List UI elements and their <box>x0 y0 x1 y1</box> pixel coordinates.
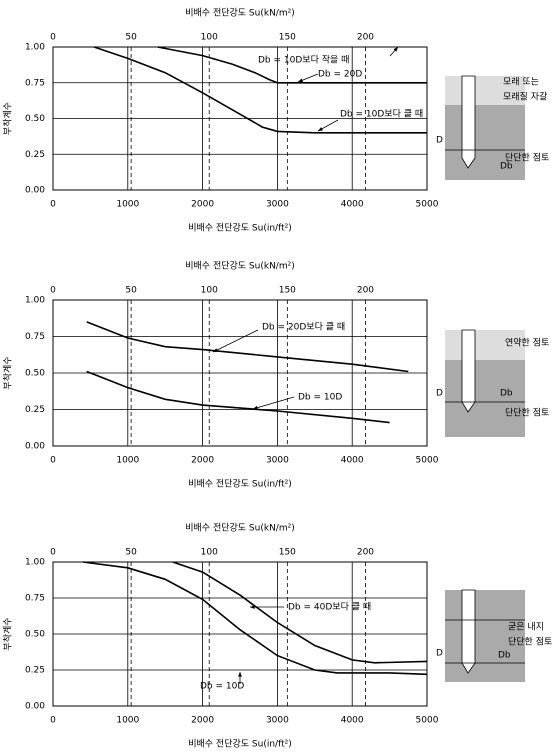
y-tick-label: 0.75 <box>25 594 45 604</box>
x-tick-label: 1000 <box>116 200 139 210</box>
diagram-label: D <box>436 389 443 399</box>
x2-tick-label: 0 <box>50 33 56 43</box>
x2-tick-label: 100 <box>201 286 218 296</box>
arrow-head <box>318 127 323 131</box>
leader-line <box>212 329 259 353</box>
x-axis-label: 비배수 전단강도 Su(in/ft²) <box>188 739 292 750</box>
x2-tick-label: 200 <box>357 548 374 558</box>
x2-tick-label: 0 <box>50 286 56 296</box>
diagram-1: 모래 또는 모래질 자갈 D Db 단단한 점토 <box>436 75 549 180</box>
x2-tick-label: 100 <box>201 33 218 43</box>
y-tick-label: 0.50 <box>25 369 45 379</box>
x2-tick-label: 200 <box>357 33 374 43</box>
x-tick-label: 1000 <box>116 716 139 726</box>
x-tick-label: 5000 <box>416 716 439 726</box>
y-tick-label: 0.75 <box>25 332 45 342</box>
diagram-label: 모래 또는 <box>503 77 539 88</box>
curve <box>86 370 390 424</box>
diagram-label: D <box>436 649 443 659</box>
arrow-head <box>250 605 255 609</box>
x2-tick-label: 200 <box>357 286 374 296</box>
y-tick-label: 0.25 <box>25 405 45 415</box>
y-axis-label: 부착계수 <box>2 617 14 650</box>
arrow-head <box>298 78 303 83</box>
curve <box>157 46 427 84</box>
diagram-2: 연약한 점토 D Db 단단한 점토 <box>436 329 549 437</box>
x-tick-label: 3000 <box>266 456 289 466</box>
diagram-label: Db <box>500 389 513 399</box>
x-axis-label: 비배수 전단강도 Su(in/ft²) <box>188 223 292 234</box>
diagram-label: 단단한 점토 <box>505 407 549 419</box>
diagram-label: 모래질 자갈 <box>503 91 547 103</box>
curve <box>82 561 428 676</box>
y-tick-label: 0.50 <box>25 630 45 640</box>
diagram-label: 단단한 점토 <box>508 636 552 648</box>
y-axis-label: 부착계수 <box>2 102 14 135</box>
arrow-head <box>393 47 398 52</box>
x-tick-label: 4000 <box>341 716 364 726</box>
y-tick-label: 0.00 <box>25 442 45 452</box>
diagram-label: Db <box>498 651 511 661</box>
x2-axis-label: 비배수 전단강도 Su(kN/m²) <box>185 8 294 19</box>
x2-tick-label: 50 <box>125 548 137 558</box>
annotation: Db = 10D보다 작을 때 <box>258 55 349 66</box>
y-tick-label: 0.00 <box>25 702 45 712</box>
x-tick-label: 2000 <box>191 716 214 726</box>
diagram-label: D <box>436 136 443 146</box>
x-tick-label: 4000 <box>341 200 364 210</box>
diagram-label: 연약한 점토 <box>505 337 549 349</box>
plot-frame <box>52 561 428 707</box>
x-tick-label: 1000 <box>116 456 139 466</box>
x2-tick-label: 0 <box>50 548 56 558</box>
arrow-head <box>253 405 258 410</box>
x-tick-label: 5000 <box>416 200 439 210</box>
x-tick-label: 0 <box>50 456 56 466</box>
arrow-head <box>238 672 242 677</box>
y-tick-label: 0.00 <box>25 186 45 196</box>
y-tick-label: 1.00 <box>25 43 45 53</box>
y-tick-label: 0.75 <box>25 78 45 88</box>
x-tick-label: 5000 <box>416 456 439 466</box>
x-tick-label: 2000 <box>191 200 214 210</box>
leader-line <box>252 396 295 410</box>
curve <box>93 46 427 134</box>
series-label: Db = 20D <box>318 70 362 80</box>
diagram-label: 굳은 내지 <box>508 622 544 633</box>
x2-axis-label: 비배수 전단강도 Su(kN/m²) <box>185 261 294 272</box>
x-tick-label: 2000 <box>191 456 214 466</box>
curve <box>172 561 428 664</box>
y-tick-label: 0.25 <box>25 150 45 160</box>
x-tick-label: 0 <box>50 716 56 726</box>
arrow-head <box>213 348 218 352</box>
y-axis-label: 부착계수 <box>2 356 14 389</box>
x2-tick-label: 100 <box>201 548 218 558</box>
x2-axis-label: 비배수 전단강도 Su(kN/m²) <box>185 523 294 534</box>
x2-tick-label: 150 <box>279 33 296 43</box>
diagram-label: 단단한 점토 <box>505 152 549 164</box>
plot-frame <box>52 299 428 447</box>
y-tick-label: 0.25 <box>25 666 45 676</box>
series-label: Db = 10D <box>200 682 244 692</box>
x2-tick-label: 50 <box>125 286 137 296</box>
diagram-label: Db <box>500 162 513 172</box>
plot-frame <box>52 46 428 191</box>
y-tick-label: 1.00 <box>25 296 45 306</box>
x-tick-label: 3000 <box>266 716 289 726</box>
x2-tick-label: 50 <box>125 33 137 43</box>
x2-tick-label: 150 <box>279 548 296 558</box>
diagram-3: 굳은 내지 단단한 점토 D Db <box>436 589 552 682</box>
x2-tick-label: 150 <box>279 286 296 296</box>
series-label: Db = 10D보다 클 때 <box>340 109 423 120</box>
x-tick-label: 3000 <box>266 200 289 210</box>
x-tick-label: 0 <box>50 200 56 210</box>
x-axis-label: 비배수 전단강도 Su(in/ft²) <box>188 479 292 490</box>
series-label: Db = 40D보다 클 때 <box>288 602 371 613</box>
y-tick-label: 1.00 <box>25 558 45 568</box>
series-label: Db = 10D <box>298 393 342 403</box>
series-label: Db = 20D보다 클 때 <box>262 322 345 333</box>
y-tick-label: 0.50 <box>25 114 45 124</box>
curve <box>86 321 409 373</box>
x-tick-label: 4000 <box>341 456 364 466</box>
